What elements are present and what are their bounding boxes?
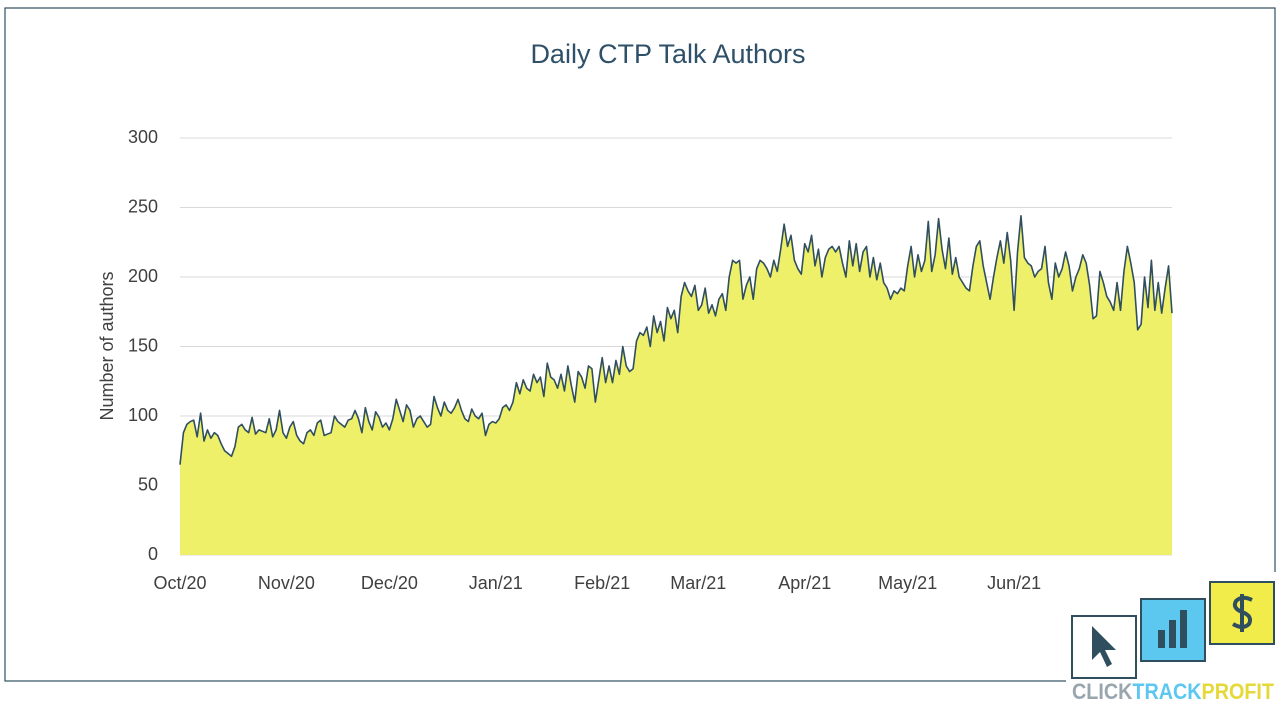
x-tick-label: Dec/20 xyxy=(361,573,418,593)
logo-word: TRACK xyxy=(1132,679,1201,704)
area xyxy=(180,215,1172,555)
x-tick-label: Mar/21 xyxy=(670,573,726,593)
logo-bar xyxy=(1180,610,1187,648)
y-tick-label: 0 xyxy=(148,544,158,564)
x-tick-label: Jun/21 xyxy=(987,573,1041,593)
logo-dollar xyxy=(1231,594,1253,632)
x-tick-label: Oct/20 xyxy=(153,573,206,593)
logo-text: CLICKTRACKPROFIT xyxy=(1072,679,1274,704)
logo-word: PROFIT xyxy=(1202,679,1275,704)
logo-cursor xyxy=(1092,626,1116,667)
x-tick-label: Jan/21 xyxy=(469,573,523,593)
y-tick-label: 100 xyxy=(128,405,158,425)
x-tick-label: Feb/21 xyxy=(574,573,630,593)
x-tick-label: May/21 xyxy=(878,573,937,593)
y-tick-label: 200 xyxy=(128,266,158,286)
logo-bar xyxy=(1158,630,1165,648)
y-tick-label: 250 xyxy=(128,196,158,216)
y-tick-label: 150 xyxy=(128,335,158,355)
logo: CLICKTRACKPROFIT xyxy=(1066,572,1280,705)
y-tick-label: 50 xyxy=(138,474,158,494)
logo-bar xyxy=(1169,620,1176,648)
x-tick-label: Apr/21 xyxy=(778,573,831,593)
y-tick-label: 300 xyxy=(128,127,158,147)
line xyxy=(179,215,1173,465)
y-axis-label: Number of authors xyxy=(97,271,117,420)
chart-title: Daily CTP Talk Authors xyxy=(530,39,805,69)
x-tick-label: Nov/20 xyxy=(258,573,315,593)
logo-word: CLICK xyxy=(1072,679,1132,704)
